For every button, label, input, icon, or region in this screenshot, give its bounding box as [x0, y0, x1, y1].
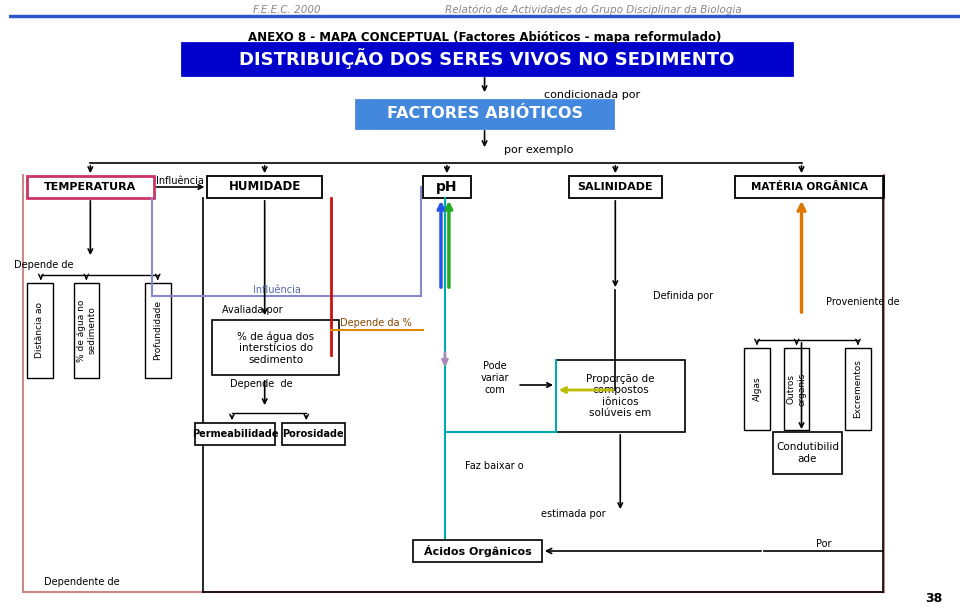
Text: por exemplo: por exemplo	[504, 145, 574, 155]
Text: 38: 38	[924, 592, 942, 605]
Text: DISTRIBUIÇÃO DOS SERES VIVOS NO SEDIMENTO: DISTRIBUIÇÃO DOS SERES VIVOS NO SEDIMENT…	[239, 49, 734, 70]
Text: Depende de: Depende de	[14, 260, 74, 270]
Text: Excrementos: Excrementos	[853, 359, 862, 418]
Bar	[145, 283, 171, 378]
Bar	[356, 100, 613, 128]
Bar	[74, 283, 99, 378]
Bar	[845, 348, 871, 430]
Text: FACTORES ABIÓTICOS: FACTORES ABIÓTICOS	[387, 107, 583, 121]
Text: Porosidade: Porosidade	[282, 429, 344, 439]
Bar	[413, 540, 542, 562]
Text: Ácidos Orgânicos: Ácidos Orgânicos	[423, 545, 532, 557]
Text: Depende  de: Depende de	[230, 379, 293, 389]
Bar	[182, 43, 792, 75]
Bar	[27, 283, 53, 378]
Text: condicionada por: condicionada por	[544, 90, 640, 100]
Text: MATÉRIA ORGÂNICA: MATÉRIA ORGÂNICA	[751, 182, 868, 192]
Text: Definida por: Definida por	[653, 291, 713, 301]
Text: TEMPERATURA: TEMPERATURA	[44, 182, 136, 192]
Bar	[281, 423, 345, 445]
Text: SALINIDADE: SALINIDADE	[578, 182, 653, 192]
Text: Distância ao: Distância ao	[36, 303, 44, 359]
Text: Permeabilidade: Permeabilidade	[192, 429, 278, 439]
Bar	[735, 176, 884, 198]
Text: Profundidade: Profundidade	[154, 301, 162, 361]
Bar	[744, 348, 770, 430]
Text: % de água no
sedimento: % de água no sedimento	[77, 300, 96, 362]
Text: Condutibilid
ade: Condutibilid ade	[776, 442, 839, 464]
Bar	[423, 176, 470, 198]
Bar	[568, 176, 661, 198]
Text: Proveniente de: Proveniente de	[827, 297, 900, 307]
Text: HUMIDADE: HUMIDADE	[228, 181, 300, 193]
Text: Influência: Influência	[252, 285, 300, 295]
Text: Depende da %: Depende da %	[340, 318, 412, 328]
Text: Algas: Algas	[753, 377, 761, 401]
Text: Influência: Influência	[156, 176, 204, 186]
Text: % de água dos
interstícios do
sedimento: % de água dos interstícios do sedimento	[237, 331, 314, 365]
Text: Avaliada por: Avaliada por	[222, 305, 282, 315]
Text: Por: Por	[816, 539, 831, 549]
Text: Faz baixar o: Faz baixar o	[466, 461, 524, 471]
Bar	[207, 176, 323, 198]
Text: Relatório de Actividades do Grupo Disciplinar da Biologia: Relatório de Actividades do Grupo Discip…	[445, 5, 742, 15]
Bar	[27, 176, 154, 198]
Text: Proporção de
compostos
iônicos
solúveis em: Proporção de compostos iônicos solúveis …	[586, 373, 655, 418]
Text: estimada por: estimada por	[541, 509, 606, 519]
Bar	[783, 348, 809, 430]
Bar	[773, 432, 842, 474]
Bar	[195, 423, 275, 445]
Text: Dependente de: Dependente de	[44, 577, 119, 587]
Text: pH: pH	[436, 180, 458, 194]
Bar	[556, 360, 684, 432]
Text: Pode
variar
com: Pode variar com	[480, 361, 509, 395]
Text: F.E.E.C. 2000: F.E.E.C. 2000	[252, 5, 321, 15]
Text: ANEXO 8 - MAPA CONCEPTUAL (Factores Abióticos - mapa reformulado): ANEXO 8 - MAPA CONCEPTUAL (Factores Abió…	[248, 32, 721, 45]
Text: Outros
organis: Outros organis	[787, 372, 806, 406]
Bar	[212, 320, 339, 375]
